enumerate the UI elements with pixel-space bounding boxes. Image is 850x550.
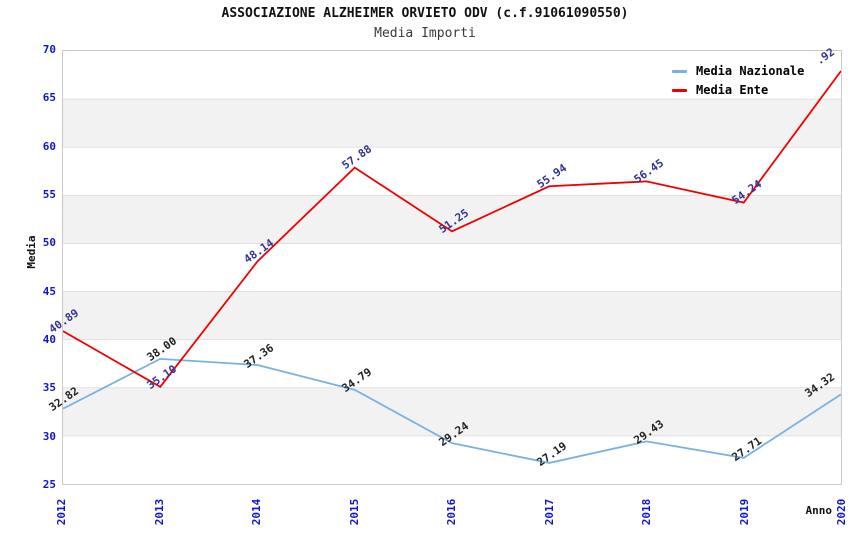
x-tick-label: 2013	[153, 498, 166, 526]
y-tick-label: 50	[42, 236, 56, 249]
legend-item-media-ente: Media Ente	[672, 83, 804, 97]
plot-band	[63, 291, 841, 340]
y-tick-label: 60	[42, 140, 56, 153]
plot-band	[63, 339, 841, 388]
x-axis-title: Anno	[805, 504, 833, 517]
plot-band	[63, 147, 841, 196]
legend-label-media-ente: Media Ente	[696, 83, 769, 97]
plot-band	[63, 243, 841, 292]
x-tick-label: 2018	[640, 498, 653, 526]
plot-canvas	[63, 51, 841, 484]
y-axis-title: Media	[25, 235, 38, 269]
x-tick-label: 2019	[738, 498, 751, 526]
x-tick-label: 2014	[250, 498, 263, 526]
x-tick-label: 2016	[445, 498, 458, 526]
y-tick-label: 35	[42, 381, 56, 394]
plot-band	[63, 195, 841, 244]
x-tick-label: 2015	[348, 498, 361, 526]
chart-subtitle: Media Importi	[374, 26, 476, 41]
y-tick-label: 30	[42, 430, 56, 443]
y-tick-label: 40	[42, 333, 56, 346]
plot-band	[63, 99, 841, 148]
legend-item-media-nazionale: Media Nazionale	[672, 64, 804, 78]
y-tick-label: 25	[42, 478, 56, 491]
series-line-media-ente	[63, 70, 841, 389]
x-tick-label: 2020	[835, 498, 848, 526]
legend-swatch-media-nazionale-icon	[672, 69, 687, 73]
plot-area	[62, 50, 842, 485]
legend-label-media-nazionale: Media Nazionale	[696, 64, 805, 78]
y-tick-label: 45	[42, 285, 56, 298]
series-line-media-nazionale	[63, 357, 841, 464]
y-tick-label: 65	[42, 91, 56, 104]
y-tick-label: 55	[42, 188, 56, 201]
x-tick-label: 2017	[543, 498, 556, 526]
legend: Media Nazionale Media Ente	[672, 64, 804, 97]
y-tick-label: 70	[42, 43, 56, 56]
plot-band	[63, 387, 841, 436]
legend-swatch-media-ente-icon	[672, 88, 687, 92]
chart-title: ASSOCIAZIONE ALZHEIMER ORVIETO ODV (c.f.…	[221, 6, 629, 21]
x-tick-label: 2012	[55, 498, 68, 526]
